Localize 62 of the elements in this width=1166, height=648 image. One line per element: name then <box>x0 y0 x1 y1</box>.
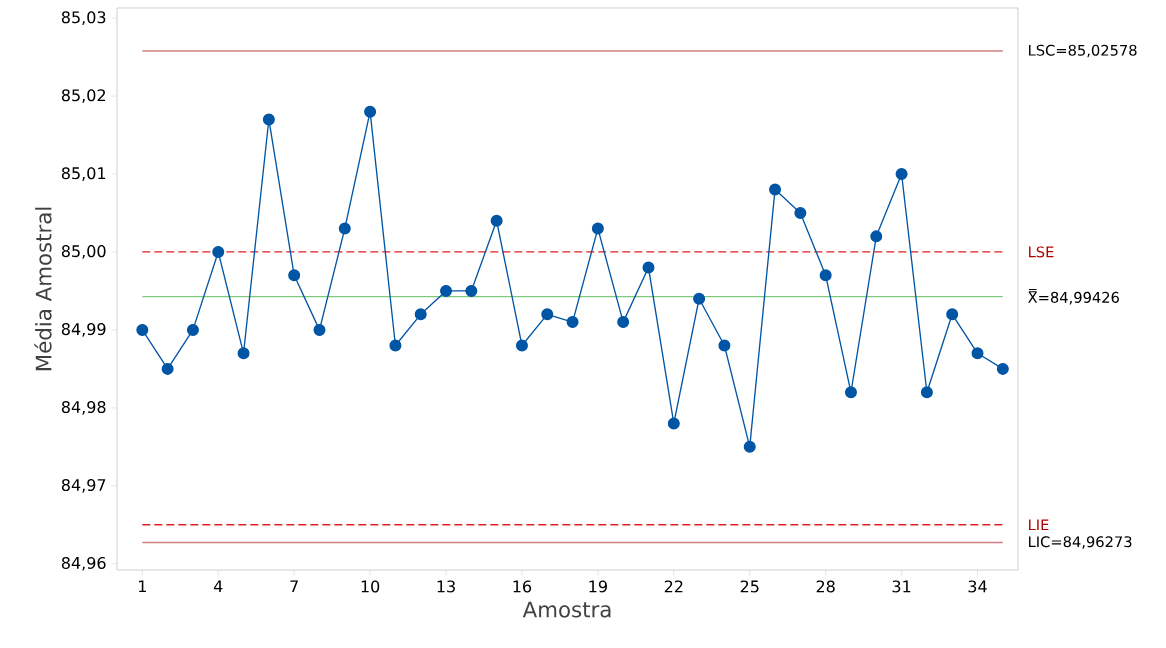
point <box>591 222 604 235</box>
point <box>364 105 377 118</box>
point <box>769 183 782 196</box>
x-tick-label: 34 <box>968 580 987 593</box>
point <box>440 284 453 297</box>
y-axis-title: Média Amostral <box>34 207 52 371</box>
x-tick-label: 13 <box>437 580 455 593</box>
point <box>693 292 706 305</box>
ref-line-label: LIC=84,96273 <box>1029 536 1132 549</box>
point <box>667 417 680 430</box>
point <box>212 245 225 258</box>
x-tick-label: 16 <box>513 580 532 593</box>
x-tick-label: 10 <box>361 580 380 593</box>
point <box>490 214 503 227</box>
x-axis-title: Amostra <box>522 601 611 618</box>
point <box>262 113 275 126</box>
point <box>819 269 832 282</box>
point <box>313 323 326 336</box>
point <box>844 386 857 399</box>
point <box>515 339 528 352</box>
ref-line-label: X̿=84,99426 <box>1028 288 1119 305</box>
point <box>389 339 402 352</box>
point <box>161 362 174 375</box>
point <box>996 362 1009 375</box>
point <box>288 269 301 282</box>
point <box>338 222 351 235</box>
y-tick-label: 84,98 <box>61 400 106 415</box>
point <box>895 168 908 181</box>
point <box>414 308 427 321</box>
x-tick-label: 31 <box>892 580 911 593</box>
ref-line-label: LIE <box>1029 519 1049 531</box>
point <box>870 230 883 243</box>
point <box>237 347 250 360</box>
y-tick-label: 85,01 <box>61 167 106 181</box>
point <box>617 316 630 329</box>
point <box>920 386 933 399</box>
x-tick-label: 19 <box>589 580 607 593</box>
y-tick-label: 84,99 <box>61 323 106 337</box>
point <box>718 339 731 352</box>
x-tick-label: 22 <box>664 580 683 593</box>
x-tick-label: 4 <box>213 580 223 593</box>
point <box>186 323 199 336</box>
y-tick-label: 85,02 <box>61 89 105 103</box>
x-tick-label: 25 <box>740 580 759 593</box>
point <box>541 308 554 321</box>
point <box>465 284 478 297</box>
point <box>946 308 959 321</box>
point <box>794 206 807 219</box>
y-tick-label: 85,03 <box>61 11 106 25</box>
x-tick-label: 28 <box>816 580 835 593</box>
point <box>136 323 149 336</box>
y-tick-label: 85,00 <box>61 245 106 259</box>
y-tick-label: 84,96 <box>61 556 106 571</box>
x-tick-label: 1 <box>138 580 146 593</box>
x-tick-label: 7 <box>290 580 298 593</box>
point <box>971 347 984 360</box>
point <box>566 316 579 329</box>
ref-line-label: LSC=85,02578 <box>1029 44 1137 58</box>
point <box>743 440 756 453</box>
ref-line-label: LSE <box>1029 246 1054 258</box>
y-tick-label: 84,97 <box>61 478 106 493</box>
point <box>642 261 655 274</box>
